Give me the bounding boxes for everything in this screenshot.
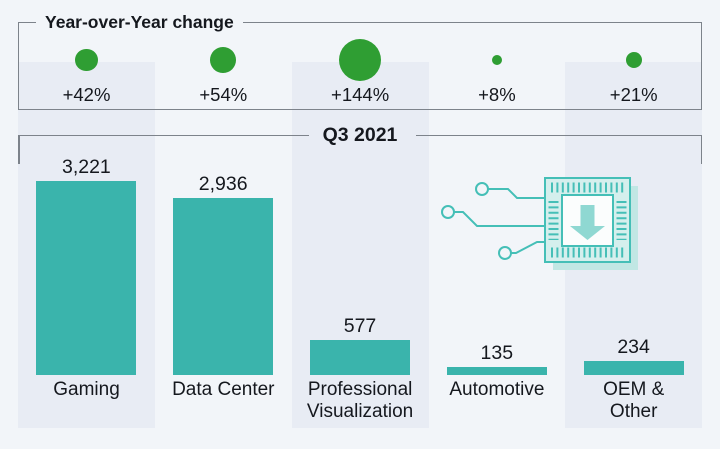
circuit-trace (488, 188, 545, 199)
category-label: Automotive (449, 379, 545, 400)
q3-panel-border-right-segment (416, 134, 702, 136)
revenue-bar (583, 360, 684, 375)
category-label: OEM & Other (603, 379, 665, 422)
category-label: Professional Visualization (306, 379, 414, 422)
circuit-node (498, 246, 512, 260)
yoy-panel-border (18, 22, 702, 110)
circuit-trace (454, 211, 545, 227)
q3-panel-border-right-drop (700, 134, 702, 164)
yoy-change-label: +21% (609, 84, 658, 105)
category-label: Data Center (172, 379, 275, 400)
yoy-panel-title: Year-over-Year change (36, 11, 243, 33)
yoy-change-label: +54% (199, 84, 248, 105)
q3-panel-border-left-drop (18, 134, 20, 164)
yoy-dot (339, 39, 381, 81)
q3-panel-title: Q3 2021 (322, 124, 398, 146)
circuit-trace (511, 241, 545, 254)
yoy-dot (210, 47, 237, 73)
revenue-value-label: 3,221 (61, 156, 111, 178)
down-arrow-icon (570, 205, 605, 240)
revenue-bar (446, 366, 547, 375)
circuit-node (441, 205, 455, 219)
yoy-dot (75, 48, 98, 72)
revenue-bar (310, 340, 410, 375)
revenue-value-label: 2,936 (198, 173, 248, 196)
yoy-dot (625, 51, 642, 68)
yoy-change-label: +42% (62, 84, 111, 105)
revenue-value-label: 135 (480, 341, 514, 364)
revenue-bar (36, 181, 137, 375)
circuit-node (475, 182, 489, 196)
yoy-change-label: +8% (478, 84, 516, 105)
yoy-change-label: +144% (331, 84, 390, 105)
microchip-down-arrow-icon (441, 177, 638, 270)
revenue-bar (173, 198, 274, 375)
revenue-value-label: 234 (617, 335, 650, 358)
q3-panel-border-left-segment (18, 134, 309, 136)
category-label: Gaming (53, 379, 120, 400)
yoy-dot (491, 55, 502, 65)
revenue-value-label: 577 (343, 315, 377, 338)
